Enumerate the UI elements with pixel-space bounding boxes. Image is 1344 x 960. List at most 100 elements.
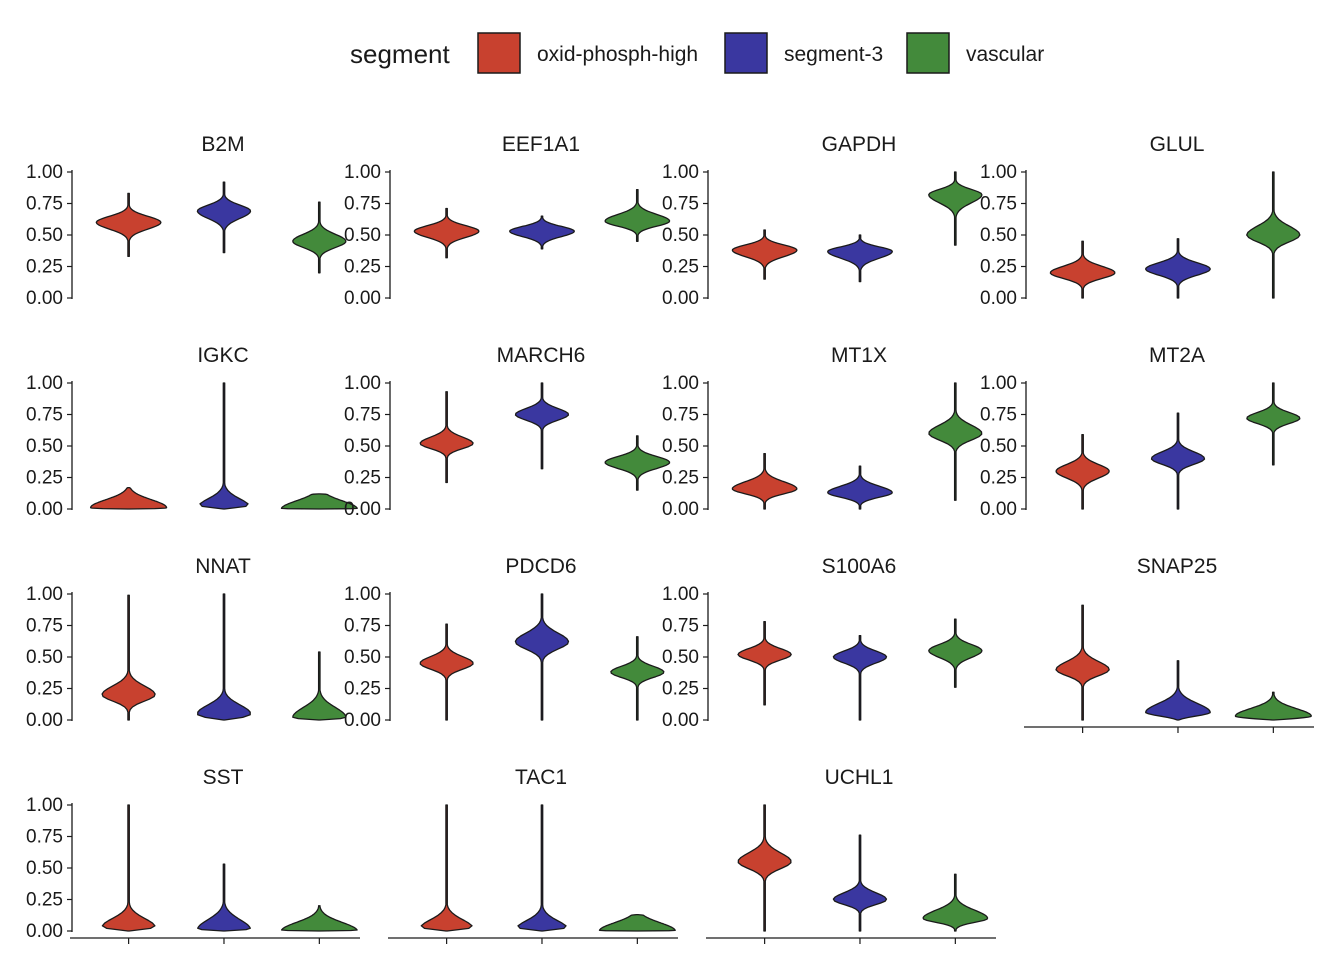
panel-mt1x: MT1X 0.00 0.25 0.50 0.75 1.00 xyxy=(662,344,983,520)
violin-sst-vascular xyxy=(280,905,358,932)
violin-eef1a1-oxid-phosph-high xyxy=(413,207,480,259)
y-tick-label: 1.00 xyxy=(662,373,699,394)
violin-sst-oxid-phosph-high xyxy=(101,804,156,932)
panel-title: B2M xyxy=(201,133,244,156)
y-tick-label: 0.25 xyxy=(26,890,63,911)
panel-title: MT1X xyxy=(831,344,887,367)
y-tick-label: 0.75 xyxy=(344,194,381,215)
y-tick-label: 0.00 xyxy=(980,499,1017,520)
y-tick-label: 0.00 xyxy=(662,288,699,309)
panel-snap25: SNAP25 xyxy=(1024,555,1314,733)
y-tick-label: 1.00 xyxy=(26,162,63,183)
panel-title: EEF1A1 xyxy=(502,133,580,156)
panel-b2m: B2M 0.00 0.25 0.50 0.75 1.00 xyxy=(26,133,347,309)
panel-igkc: IGKC 0.00 0.25 0.50 0.75 1.00 xyxy=(26,344,358,520)
y-tick-label: 0.75 xyxy=(980,194,1017,215)
violin-b2m-segment-3 xyxy=(196,181,252,254)
violin-march6-vascular xyxy=(604,435,671,491)
violin-s100a6-vascular xyxy=(928,618,983,688)
y-tick-label: 0.50 xyxy=(980,436,1017,457)
violin-nnat-oxid-phosph-high xyxy=(101,594,156,721)
panel-gapdh: GAPDH 0.00 0.25 0.50 0.75 1.00 xyxy=(662,133,983,309)
violin-sst-segment-3 xyxy=(197,863,251,932)
y-tick-label: 0.00 xyxy=(26,921,63,942)
violin-mt1x-oxid-phosph-high xyxy=(731,452,798,510)
violin-eef1a1-vascular xyxy=(604,188,671,242)
y-tick-label: 0.00 xyxy=(344,499,381,520)
legend-key-vascular xyxy=(906,32,950,74)
y-tick-label: 0.50 xyxy=(26,858,63,879)
panel-mt2a: MT2A 0.00 0.25 0.50 0.75 1.00 xyxy=(980,344,1301,520)
panel-title: PDCD6 xyxy=(505,555,576,578)
violin-gapdh-oxid-phosph-high xyxy=(731,229,798,280)
violin-nnat-segment-3 xyxy=(197,593,251,721)
violin-pdcd6-vascular xyxy=(610,636,665,721)
y-tick-label: 0.75 xyxy=(26,405,63,426)
violin-eef1a1-segment-3 xyxy=(509,215,575,250)
panel-title: NNAT xyxy=(195,555,251,578)
y-tick-label: 0.50 xyxy=(662,647,699,668)
violin-mt1x-segment-3 xyxy=(827,465,893,510)
panel-nnat: NNAT 0.00 0.25 0.50 0.75 1.00 xyxy=(26,555,347,731)
y-tick-label: 0.25 xyxy=(662,679,699,700)
y-tick-label: 1.00 xyxy=(980,373,1017,394)
y-tick-label: 0.50 xyxy=(344,647,381,668)
y-tick-label: 0.75 xyxy=(26,616,63,637)
y-tick-label: 0.50 xyxy=(344,436,381,457)
y-tick-label: 0.25 xyxy=(662,468,699,489)
panel-title: GAPDH xyxy=(822,133,897,156)
violin-b2m-vascular xyxy=(292,201,347,274)
y-tick-label: 0.50 xyxy=(26,436,63,457)
violin-mt2a-oxid-phosph-high xyxy=(1055,434,1110,510)
violin-pdcd6-oxid-phosph-high xyxy=(419,623,474,721)
violin-b2m-oxid-phosph-high xyxy=(95,192,162,258)
violin-uchl1-oxid-phosph-high xyxy=(737,804,792,932)
y-tick-label: 0.25 xyxy=(980,257,1017,278)
legend-label-segment-3: segment-3 xyxy=(784,43,883,66)
y-tick-label: 0.75 xyxy=(662,616,699,637)
violin-snap25-vascular xyxy=(1234,691,1312,721)
y-tick-label: 1.00 xyxy=(26,373,63,394)
violin-march6-segment-3 xyxy=(514,382,570,470)
violin-snap25-segment-3 xyxy=(1145,660,1211,721)
y-tick-label: 0.75 xyxy=(26,827,63,848)
violin-uchl1-vascular xyxy=(922,873,989,932)
y-tick-label: 0.25 xyxy=(344,257,381,278)
violin-tac1-segment-3 xyxy=(517,804,567,932)
y-tick-label: 0.25 xyxy=(980,468,1017,489)
legend-key-oxid-phosph-high xyxy=(477,32,521,74)
y-tick-label: 0.25 xyxy=(26,257,63,278)
panel-title: MARCH6 xyxy=(497,344,586,367)
violin-tac1-oxid-phosph-high xyxy=(420,804,473,932)
panel-title: TAC1 xyxy=(515,766,567,789)
y-tick-label: 1.00 xyxy=(662,162,699,183)
violin-glul-oxid-phosph-high xyxy=(1049,240,1116,299)
y-tick-label: 0.50 xyxy=(26,225,63,246)
violin-march6-oxid-phosph-high xyxy=(419,391,474,484)
panel-uchl1: UCHL1 xyxy=(706,766,996,944)
panel-title: UCHL1 xyxy=(825,766,894,789)
panel-march6: MARCH6 0.00 0.25 0.50 0.75 1.00 xyxy=(344,344,671,520)
violin-igkc-vascular xyxy=(280,493,358,510)
y-tick-label: 0.00 xyxy=(344,710,381,731)
violin-s100a6-oxid-phosph-high xyxy=(737,621,792,706)
violin-uchl1-segment-3 xyxy=(832,834,888,932)
y-tick-label: 1.00 xyxy=(662,584,699,605)
y-tick-label: 1.00 xyxy=(344,162,381,183)
y-tick-label: 0.75 xyxy=(344,405,381,426)
facet-panels: B2M 0.00 0.25 0.50 0.75 1.00 EEF1A1 0.00 0.25 0.5… xyxy=(26,133,1314,944)
y-tick-label: 1.00 xyxy=(980,162,1017,183)
violin-glul-segment-3 xyxy=(1145,238,1211,299)
legend-title: segment xyxy=(350,39,450,69)
y-tick-label: 0.25 xyxy=(344,468,381,489)
y-tick-label: 0.50 xyxy=(662,225,699,246)
panel-title: S100A6 xyxy=(822,555,897,578)
legend-label-vascular: vascular xyxy=(966,43,1044,66)
legend: segment oxid-phosph-high segment-3 vascu… xyxy=(350,32,1044,74)
violin-tac1-vascular xyxy=(598,913,676,932)
y-tick-label: 0.75 xyxy=(344,616,381,637)
violin-nnat-vascular xyxy=(292,651,347,721)
panel-title: GLUL xyxy=(1150,133,1205,156)
legend-label-oxid-phosph-high: oxid-phosph-high xyxy=(537,43,698,66)
violin-gapdh-segment-3 xyxy=(827,234,893,283)
